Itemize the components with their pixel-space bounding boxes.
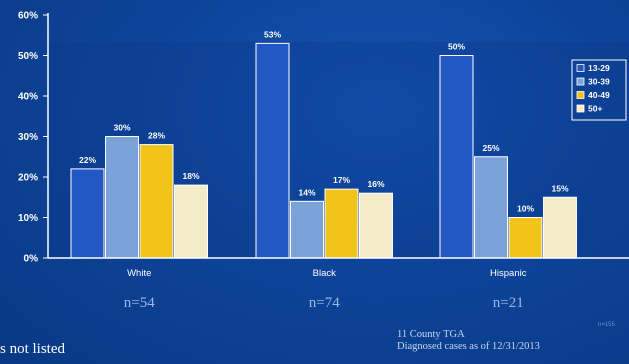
x-category-label: Hispanic xyxy=(490,268,527,279)
data-label: 14% xyxy=(298,187,315,197)
corner-mark: n=155 xyxy=(598,322,615,328)
data-label: 53% xyxy=(264,29,281,39)
bar-white-13-29 xyxy=(70,168,105,259)
data-label: 28% xyxy=(148,131,165,141)
legend-label: 13-29 xyxy=(588,63,610,73)
bar-white-30-39 xyxy=(105,136,139,259)
legend-swatch xyxy=(576,91,585,99)
legend-swatch xyxy=(576,64,585,72)
x-category-label: White xyxy=(127,268,151,279)
footnote-right-line2: Diagnosed cases as of 12/31/2013 xyxy=(397,341,540,352)
y-axis: 0% 10% 20% 30% 40% 50% 60% xyxy=(18,11,49,265)
bar-black-13-29 xyxy=(255,42,290,259)
bar-hispanic-13-29 xyxy=(439,55,474,259)
legend-label: 30-39 xyxy=(588,77,610,87)
y-tick-label: 60% xyxy=(18,11,38,22)
y-tick-label: 0% xyxy=(24,254,39,265)
data-labels: 22% 30% 28% 18% 53% 14% 17% 16% 50% 25% 10% 15% xyxy=(79,29,569,213)
data-label: 15% xyxy=(551,183,568,193)
bar-white-40-49 xyxy=(139,144,174,259)
data-label: 50% xyxy=(448,42,465,52)
y-tick-label: 40% xyxy=(18,92,38,103)
x-axis: White n=54 Black n=74 Hispanic n=21 xyxy=(48,257,629,311)
y-tick-label: 20% xyxy=(18,173,38,184)
bars xyxy=(70,42,577,259)
bar-hispanic-40-49 xyxy=(508,217,543,259)
bar-black-30-39 xyxy=(290,200,324,259)
data-label: 30% xyxy=(113,123,130,133)
bar-black-40-49 xyxy=(324,188,359,259)
y-tick-label: 50% xyxy=(18,51,38,62)
bar-hispanic-30-39 xyxy=(474,156,508,259)
legend: 13-29 30-39 40-49 50+ xyxy=(571,59,627,121)
footnote-right: 11 County TGA Diagnosed cases as of 12/3… xyxy=(397,329,540,353)
data-label: 25% xyxy=(482,143,499,153)
footnote-left: s not listed xyxy=(0,341,66,357)
legend-box xyxy=(571,59,627,121)
legend-label: 50+ xyxy=(588,104,602,114)
legend-swatch xyxy=(576,77,585,86)
footnote-right-line1: 11 County TGA xyxy=(397,329,465,340)
data-label: 17% xyxy=(333,175,350,185)
data-label: 22% xyxy=(79,155,96,165)
y-tick-label: 10% xyxy=(18,213,38,224)
legend-label: 40-49 xyxy=(588,90,610,100)
legend-swatch xyxy=(576,104,585,113)
data-label: 10% xyxy=(517,204,534,214)
x-category-label: Black xyxy=(313,268,336,279)
sample-size-label: n=54 xyxy=(124,295,155,311)
sample-size-label: n=74 xyxy=(309,295,340,311)
sample-size-label: n=21 xyxy=(493,295,524,311)
bar-hispanic-50plus xyxy=(543,196,577,259)
data-label: 18% xyxy=(182,171,199,181)
y-tick-label: 30% xyxy=(18,132,38,143)
data-label: 16% xyxy=(367,179,384,189)
bar-chart: 0% 10% 20% 30% 40% 50% 60% 22% 30% 28% 18% 53% 14% 1… xyxy=(18,11,629,311)
bar-black-50plus xyxy=(359,192,393,259)
bar-white-50plus xyxy=(174,184,208,259)
